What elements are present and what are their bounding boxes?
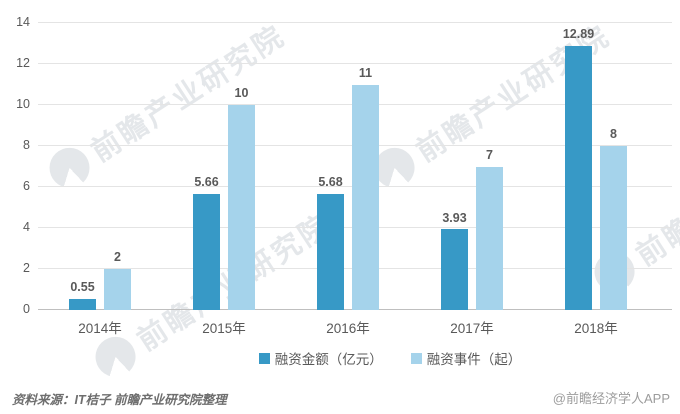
bar-column: 2 bbox=[104, 250, 131, 310]
bar bbox=[104, 269, 131, 310]
bar bbox=[317, 193, 344, 310]
x-axis-label: 2014年 bbox=[78, 321, 122, 336]
bar-groups: 0.55 2 5.66 10 5.68 11 3.93 7 12.89 8 bbox=[38, 23, 658, 310]
y-axis-tick-label: 14 bbox=[16, 15, 30, 29]
bar-value-label: 12.89 bbox=[562, 27, 595, 42]
bar-value-label: 5.68 bbox=[318, 174, 343, 189]
bar-value-label: 0.55 bbox=[70, 279, 95, 294]
y-axis-tick-label: 10 bbox=[16, 97, 30, 111]
gridline bbox=[38, 22, 672, 23]
legend: 融资金额（亿元） 融资事件（起） bbox=[50, 348, 680, 368]
bar bbox=[193, 193, 220, 310]
bar-column: 5.68 bbox=[317, 174, 344, 310]
y-axis-tick-label: 8 bbox=[23, 138, 30, 152]
y-axis-tick-label: 12 bbox=[16, 56, 30, 70]
bar-column: 12.89 bbox=[562, 27, 595, 310]
bar-column: 11 bbox=[352, 65, 379, 310]
credit-note: @前瞻经济学人APP bbox=[552, 391, 670, 406]
bar bbox=[600, 146, 627, 310]
bar bbox=[441, 229, 468, 310]
bar bbox=[352, 84, 379, 310]
x-axis-labels: 2014年 2015年 2016年 2017年 2018年 bbox=[38, 317, 658, 337]
bar-group: 12.89 8 bbox=[534, 23, 658, 310]
bar-column: 10 bbox=[228, 86, 255, 310]
bar-value-label: 11 bbox=[358, 65, 373, 80]
bar bbox=[565, 45, 592, 310]
legend-item: 融资金额（亿元） bbox=[258, 348, 383, 368]
bar-value-label: 5.66 bbox=[194, 175, 219, 190]
y-axis-tick-label: 4 bbox=[23, 220, 30, 234]
bar-column: 3.93 bbox=[441, 210, 468, 310]
x-axis-label: 2016年 bbox=[326, 321, 370, 336]
bar-column: 8 bbox=[600, 127, 627, 310]
bar-group: 3.93 7 bbox=[410, 23, 534, 310]
bar-value-label: 7 bbox=[486, 147, 493, 162]
legend-label: 融资金额（亿元） bbox=[274, 352, 383, 367]
bar-value-label: 3.93 bbox=[442, 210, 467, 225]
source-note: 资料来源：IT桔子 前瞻产业研究院整理 bbox=[12, 393, 227, 407]
bar bbox=[476, 166, 503, 310]
bar bbox=[228, 105, 255, 310]
bar-value-label: 2 bbox=[114, 250, 121, 265]
x-axis-label: 2015年 bbox=[202, 321, 246, 336]
y-axis-tick-label: 0 bbox=[23, 302, 30, 316]
bar-column: 7 bbox=[476, 147, 503, 310]
legend-label: 融资事件（起） bbox=[426, 352, 522, 367]
x-axis-label: 2017年 bbox=[450, 321, 494, 336]
bar-group: 5.66 10 bbox=[162, 23, 286, 310]
legend-swatch bbox=[258, 352, 270, 364]
y-axis-tick-label: 6 bbox=[23, 179, 30, 193]
bar-value-label: 8 bbox=[610, 127, 617, 142]
y-axis-tick-label: 2 bbox=[23, 261, 30, 275]
bar-column: 0.55 bbox=[69, 279, 96, 310]
legend-swatch bbox=[410, 352, 422, 364]
bar-column: 5.66 bbox=[193, 175, 220, 310]
x-axis-label: 2018年 bbox=[574, 321, 618, 336]
legend-item: 融资事件（起） bbox=[410, 348, 522, 368]
bar-value-label: 10 bbox=[234, 86, 249, 101]
bar-group: 0.55 2 bbox=[38, 23, 162, 310]
bar-group: 5.68 11 bbox=[286, 23, 410, 310]
bar bbox=[69, 298, 96, 310]
plot-area: 0.55 2 5.66 10 5.68 11 3.93 7 12.89 8 bbox=[38, 22, 672, 310]
gridline bbox=[38, 63, 672, 64]
